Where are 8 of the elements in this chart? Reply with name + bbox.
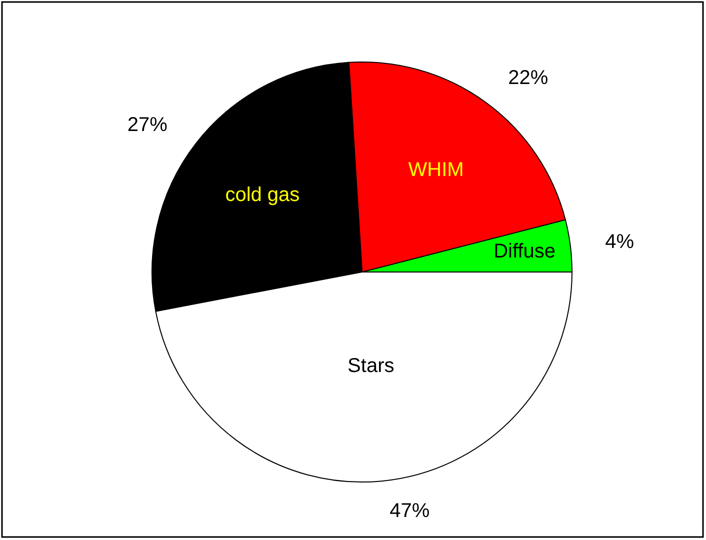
slice-label: cold gas (225, 184, 300, 206)
data-label: 4% (605, 230, 634, 253)
data-label: 47% (390, 500, 430, 522)
slice-label: Stars (348, 355, 394, 378)
data-label: 22% (508, 66, 548, 89)
slice-label: WHIM (408, 159, 464, 182)
slice-label: Diffuse (494, 240, 556, 262)
data-label: 27% (127, 114, 168, 136)
